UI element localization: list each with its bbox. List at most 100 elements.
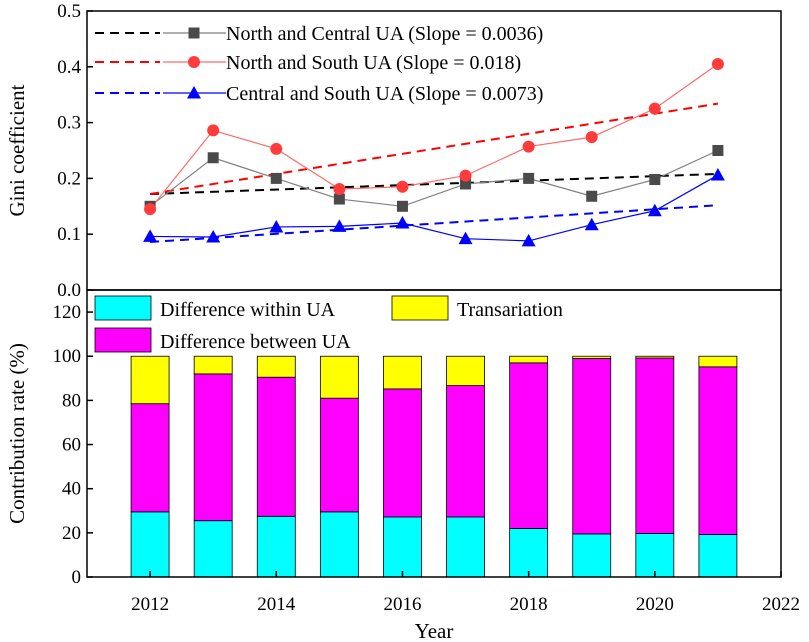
bottom-plot-frame [86,289,782,578]
gini-line-chart: 0.0 0.1 0.2 0.3 0.4 0.5 Gini coefficient Nort… [5,1,782,301]
point-north-south-2017 [459,169,472,182]
top-y-axis-title: Gini coefficient [5,84,29,216]
legend-marker-central-south [187,86,201,99]
bar-difference-between-ua-2016 [383,388,422,518]
top-y-ticks: 0.0 0.1 0.2 0.3 0.4 0.5 [57,1,93,301]
bar-difference-within-ua-2019 [572,533,612,578]
top-y-tick-label: 0.5 [57,1,81,22]
top-y-tick-label: 0.1 [57,224,81,245]
x-tick-label: 2012 [131,594,169,615]
bottom-y-tick-label: 100 [53,346,82,367]
bottom-y-tick-label: 40 [62,479,81,500]
bar-difference-between-ua-2020 [635,357,675,534]
point-north-central-2014 [270,172,282,184]
legend-label-central-south: Central and South UA (Slope = 0.0073) [226,83,543,105]
point-north-central-2020 [649,174,661,186]
point-central-south-2015 [332,219,347,232]
bar-difference-between-ua-2013 [193,373,233,522]
bar-difference-within-ua-2012 [130,511,170,578]
bar-difference-within-ua-2014 [256,515,296,578]
bar-transariation-2012 [130,355,170,405]
point-north-south-2015 [333,183,346,196]
bottom-legend: Difference within UA Transariation Diffe… [94,295,563,353]
bottom-y-axis-title: Contribution rate (%) [5,343,29,524]
bar-transariation-2014 [256,355,296,378]
bar-transariation-2020 [635,355,675,359]
bar-difference-within-ua-2017 [446,516,485,578]
legend-label-difference-between: Difference between UA [160,331,351,353]
bar-transariation-2015 [319,355,359,399]
bar-transariation-2017 [446,355,485,386]
top-legend: North and Central UA (Slope = 0.0036) No… [95,23,543,105]
trend-lines [149,102,719,244]
point-central-south-2018 [521,233,536,247]
bottom-y-tick-label: 60 [62,435,81,456]
bottom-legend-swatches [94,295,449,353]
point-central-south-2017 [458,231,473,245]
legend-label-north-south: North and South UA (Slope = 0.018) [226,52,521,74]
bar-difference-between-ua-2015 [319,397,359,513]
x-axis-title: Year [415,619,454,642]
series-line-central-south [150,174,719,242]
x-tick-label: 2020 [636,594,674,615]
point-north-central-2018 [523,172,535,184]
legend-marker-north-south [188,56,200,68]
top-y-tick-label: 0.2 [57,168,81,189]
point-north-central-2019 [586,190,598,202]
x-tick-label: 2018 [510,594,548,615]
x-tick-label: 2016 [383,594,421,615]
bar-transariation-2021 [698,355,738,368]
bar-difference-within-ua-2013 [193,520,233,578]
bar-difference-between-ua-2021 [698,366,738,536]
bar-transariation-2018 [509,355,549,364]
bottom-y-tick-label: 120 [53,302,82,323]
series-lines [149,63,719,242]
bar-difference-between-ua-2017 [446,385,485,518]
point-north-south-2020 [648,102,661,115]
legend-swatch-difference-within-ua [94,295,152,321]
legend-swatch-difference-between-ua [94,327,152,353]
trend-line-north-central [150,172,718,196]
bar-transariation-2013 [193,355,233,375]
point-north-south-2012 [144,203,157,216]
top-y-tick-label: 0.4 [57,57,81,78]
bar-difference-between-ua-2012 [130,403,170,513]
series-markers [143,58,725,247]
legend-label-difference-within: Difference within UA [160,299,336,321]
point-north-central-2021 [712,145,724,156]
point-north-south-2014 [270,142,283,155]
legend-label-north-central: North and Central UA (Slope = 0.0036) [226,23,543,45]
x-tick-label: 2022 [762,594,800,615]
series-line-north-central [149,149,719,207]
point-central-south-2012 [143,229,158,242]
point-north-central-2013 [207,152,219,164]
series-line-north-south [149,63,719,210]
top-y-tick-label: 0.0 [57,280,81,301]
point-central-south-2019 [584,217,599,231]
bar-transariation-2016 [383,355,422,390]
x-ticks: 2012 2014 2016 2018 2020 2022 [131,571,800,615]
point-north-south-2016 [396,180,409,193]
contribution-bar-chart: 0 20 40 60 80 100 120 2012 2014 2016 2018 2020 2022… [5,289,800,642]
bar-difference-between-ua-2018 [509,362,549,529]
point-central-south-2014 [269,219,284,233]
bar-difference-within-ua-2021 [698,534,738,578]
point-north-central-2016 [396,200,408,212]
point-north-central-2015 [333,193,345,205]
top-legend-swatches [95,27,226,99]
stacked-bars [130,355,738,578]
point-north-south-2013 [207,124,220,137]
legend-marker-north-central [188,27,200,39]
point-central-south-2020 [647,203,662,217]
point-north-south-2019 [585,131,598,144]
point-central-south-2013 [206,229,221,243]
bottom-y-tick-label: 80 [62,390,81,411]
point-central-south-2016 [395,216,410,229]
bottom-y-tick-label: 0 [72,567,82,588]
point-north-south-2021 [711,58,724,71]
legend-swatch-transariation [391,295,449,321]
bottom-y-tick-label: 20 [62,523,81,544]
trend-line-central-south [150,204,718,244]
legend-label-transariation: Transariation [457,299,563,321]
